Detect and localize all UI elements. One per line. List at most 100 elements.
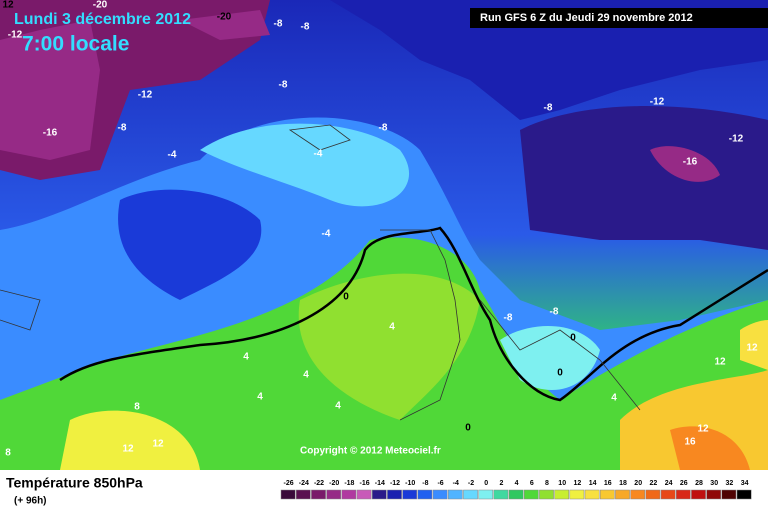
colorbar-swatch bbox=[523, 489, 539, 500]
contour-label: -12 bbox=[138, 90, 153, 101]
colorbar-tick-label: -26 bbox=[284, 480, 294, 487]
colorbar-swatch bbox=[493, 489, 509, 500]
legend-title: Température 850hPa bbox=[6, 475, 143, 491]
legend-subtitle: (+ 96h) bbox=[14, 496, 47, 507]
colorbar-tick-label: 22 bbox=[650, 480, 658, 487]
contour-label: 4 bbox=[303, 370, 309, 381]
contour-label: -8 bbox=[379, 123, 388, 134]
colorbar-tick-label: -16 bbox=[360, 480, 370, 487]
colorbar-swatch bbox=[417, 489, 433, 500]
colorbar-tick-label: -14 bbox=[375, 480, 385, 487]
run-info: Run GFS 6 Z du Jeudi 29 novembre 2012 bbox=[480, 12, 693, 24]
contour-label: 8 bbox=[134, 402, 140, 413]
colorbar-swatch bbox=[341, 489, 357, 500]
colorbar-swatch bbox=[371, 489, 387, 500]
contour-label: 12 bbox=[746, 343, 758, 354]
colorbar-tick-label: 0 bbox=[484, 480, 488, 487]
colorbar-tick-label: 8 bbox=[545, 480, 549, 487]
contour-label: -16 bbox=[683, 157, 698, 168]
colorbar-swatch bbox=[508, 489, 524, 500]
colorbar-swatch bbox=[736, 489, 752, 500]
contour-label: 16 bbox=[684, 437, 696, 448]
run-banner bbox=[470, 8, 768, 28]
colorbar-tick-label: 4 bbox=[515, 480, 519, 487]
contour-label: -8 bbox=[301, 22, 310, 33]
colorbar-tick-label: 24 bbox=[665, 480, 673, 487]
colorbar-tick-label: -20 bbox=[329, 480, 339, 487]
contour-label: -12 bbox=[8, 30, 23, 41]
colorbar-tick-label: -18 bbox=[344, 480, 354, 487]
colorbar-swatch bbox=[691, 489, 706, 500]
contour-label: -20 bbox=[93, 0, 108, 11]
colorbar-tick-label: 18 bbox=[619, 480, 627, 487]
contour-label: -8 bbox=[274, 19, 283, 30]
colorbar-swatch bbox=[599, 489, 615, 500]
colorbar-swatch bbox=[326, 489, 342, 500]
contour-label: 12 bbox=[152, 439, 164, 450]
colorbar-tick-label: -10 bbox=[405, 480, 415, 487]
contour-label: 0 bbox=[557, 368, 563, 379]
contour-label: -8 bbox=[544, 103, 553, 114]
colorbar-tick-label: -24 bbox=[299, 480, 309, 487]
colorbar-swatch bbox=[356, 489, 372, 500]
contour-label: 4 bbox=[335, 401, 341, 412]
colorbar-swatch bbox=[615, 489, 630, 500]
colorbar-tick-label: 34 bbox=[741, 480, 749, 487]
copyright: Copyright © 2012 Meteociel.fr bbox=[300, 446, 441, 457]
colorbar-tick-label: 6 bbox=[530, 480, 534, 487]
contour-labels: 12 -20 -20 -8 -8 -12 -8 -12 -8 -16 -4 -4 -8 -8 -12 -12 -… bbox=[2, 0, 758, 459]
colorbar-swatch bbox=[478, 489, 494, 500]
map-date: Lundi 3 décembre 2012 bbox=[14, 11, 191, 28]
colorbar-tick-label: 16 bbox=[604, 480, 612, 487]
colorbar-swatch bbox=[569, 489, 585, 500]
colorbar-tick-label: 26 bbox=[680, 480, 688, 487]
colorbar-swatch bbox=[721, 489, 737, 500]
colorbar-swatch bbox=[675, 489, 691, 500]
colorbar-swatch bbox=[311, 489, 326, 500]
colorbar-swatch bbox=[645, 489, 661, 500]
colorbar-swatch bbox=[280, 489, 296, 500]
colorbar-tick-label: -22 bbox=[314, 480, 324, 487]
contour-label: -8 bbox=[550, 307, 559, 318]
colorbar-tick-label: 30 bbox=[710, 480, 718, 487]
colorbar-tick-label: -12 bbox=[390, 480, 400, 487]
colorbar-swatch bbox=[387, 489, 402, 500]
colorbar-swatch bbox=[584, 489, 600, 500]
contour-label: -8 bbox=[504, 313, 513, 324]
colorbar-tick-label: -2 bbox=[468, 480, 474, 487]
colorbar-tick-label: 14 bbox=[589, 480, 597, 487]
contour-label: 4 bbox=[243, 352, 249, 363]
colorbar-swatch bbox=[660, 489, 676, 500]
contour-label: 4 bbox=[257, 392, 263, 403]
colorbar-swatch bbox=[463, 489, 478, 500]
contour-label: -8 bbox=[279, 80, 288, 91]
contour-label: 0 bbox=[343, 292, 349, 303]
colorbar-swatch bbox=[447, 489, 463, 500]
map-time: 7:00 locale bbox=[22, 33, 129, 56]
contour-label: -4 bbox=[322, 229, 331, 240]
contour-label: 4 bbox=[389, 322, 395, 333]
contour-label: -12 bbox=[729, 134, 744, 145]
colorbar: -26 -24 -22 -20 -18 -16 -14 -12 -10 -8 -6 -4 -2 0 2 4 6 8… bbox=[280, 480, 752, 500]
colorbar-swatch bbox=[432, 489, 448, 500]
colorbar-tick-label: 10 bbox=[558, 480, 566, 487]
colorbar-tick-label: 12 bbox=[574, 480, 582, 487]
colorbar-tick-label: -6 bbox=[437, 480, 443, 487]
contour-label: 0 bbox=[570, 333, 576, 344]
contour-label: 12 bbox=[697, 424, 709, 435]
contour-label: -4 bbox=[168, 150, 177, 161]
colorbar-tick-label: -8 bbox=[422, 480, 428, 487]
contour-label: 12 bbox=[2, 0, 14, 11]
colorbar-swatch bbox=[630, 489, 646, 500]
colorbar-tick-label: 20 bbox=[634, 480, 642, 487]
colorbar-swatch bbox=[539, 489, 554, 500]
contour-label: 8 bbox=[5, 448, 11, 459]
colorbar-swatch bbox=[706, 489, 722, 500]
colorbar-swatch bbox=[554, 489, 570, 500]
contour-label: 0 bbox=[465, 423, 471, 434]
colorbar-tick-label: 28 bbox=[695, 480, 703, 487]
contour-label: -16 bbox=[43, 128, 58, 139]
contour-label: -12 bbox=[650, 97, 665, 108]
contour-label: -4 bbox=[314, 149, 323, 160]
